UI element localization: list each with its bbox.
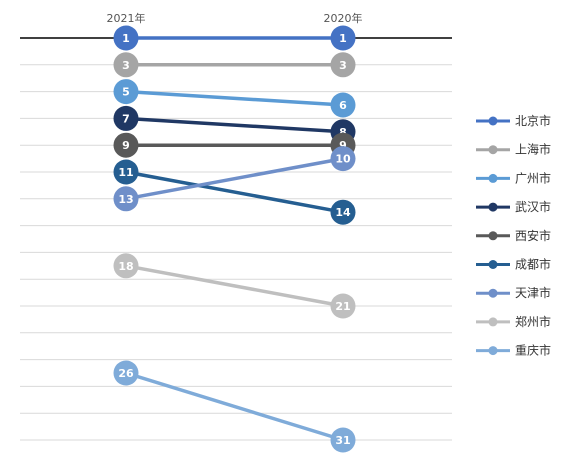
series-成都市 (125, 170, 344, 214)
legend-label: 重庆市 (515, 343, 551, 358)
legend-item: 重庆市 (476, 343, 551, 358)
data-point (113, 105, 139, 131)
legend-label: 西安市 (515, 228, 551, 243)
legend-item: 成都市 (476, 257, 551, 272)
category-label: 2021年 (107, 11, 146, 25)
data-point (113, 159, 139, 185)
legend-swatch-marker (488, 145, 498, 155)
data-point (113, 360, 139, 386)
legend-item: 西安市 (476, 228, 551, 243)
legend-item: 郑州市 (476, 314, 551, 329)
data-label: 6 (339, 99, 347, 112)
series-广州市 (125, 89, 344, 107)
legend-label: 广州市 (515, 170, 551, 185)
data-label: 31 (335, 434, 350, 447)
legend-label: 成都市 (515, 257, 551, 272)
data-point (330, 25, 356, 51)
data-label: 7 (122, 112, 130, 125)
legend-item: 武汉市 (476, 199, 551, 214)
data-point (113, 25, 139, 51)
data-point (113, 186, 139, 212)
data-label: 9 (339, 139, 347, 152)
legend-swatch-marker (488, 346, 498, 356)
legend-swatch-marker (488, 173, 498, 183)
data-label: 3 (339, 59, 347, 72)
data-label: 9 (122, 139, 130, 152)
category-label: 2020年 (324, 11, 363, 25)
legend-item: 北京市 (476, 113, 551, 128)
series-line (125, 170, 344, 214)
legend-swatch-marker (488, 231, 498, 241)
data-point (330, 92, 356, 118)
legend-label: 武汉市 (515, 199, 551, 214)
legend-item: 上海市 (476, 142, 551, 157)
series-line (125, 156, 344, 201)
data-point (113, 253, 139, 279)
data-label: 18 (118, 260, 133, 273)
category-labels: 2021年 2020年 (107, 11, 363, 25)
data-label: 1 (122, 32, 130, 45)
data-point (330, 293, 356, 319)
data-label: 14 (335, 206, 351, 219)
legend-item: 天津市 (476, 285, 551, 300)
series-郑州市 (125, 264, 344, 308)
legend-swatch-marker (488, 288, 498, 298)
legend-item: 广州市 (476, 170, 551, 185)
series-line (125, 116, 344, 134)
legend-swatch-marker (488, 202, 498, 212)
legend-label: 郑州市 (515, 314, 551, 329)
data-point (113, 79, 139, 105)
data-label: 10 (335, 153, 351, 166)
data-label: 3 (122, 59, 130, 72)
legend-label: 北京市 (515, 113, 551, 128)
data-point (113, 52, 139, 78)
series-line (125, 264, 344, 308)
data-label: 13 (118, 193, 133, 206)
legend-swatch-marker (488, 116, 498, 126)
data-point (330, 199, 356, 225)
series-天津市 (125, 156, 344, 201)
grid-layer (20, 64, 452, 441)
legend-swatch-marker (488, 317, 498, 327)
data-label: 11 (118, 166, 133, 179)
data-label: 26 (118, 367, 134, 380)
data-point (113, 132, 139, 158)
series-武汉市 (125, 116, 344, 134)
legend-swatch-marker (488, 260, 498, 269)
data-label: 8 (339, 126, 347, 139)
legend-label: 上海市 (515, 142, 551, 157)
data-point (330, 427, 356, 453)
data-label: 1 (339, 32, 347, 45)
legend-label: 天津市 (515, 285, 551, 300)
data-point (330, 146, 356, 172)
series-重庆市 (125, 371, 344, 442)
series-line (125, 371, 344, 442)
data-point (330, 52, 356, 78)
series-line (125, 89, 344, 107)
data-label: 21 (335, 300, 350, 313)
data-label: 5 (122, 86, 130, 99)
